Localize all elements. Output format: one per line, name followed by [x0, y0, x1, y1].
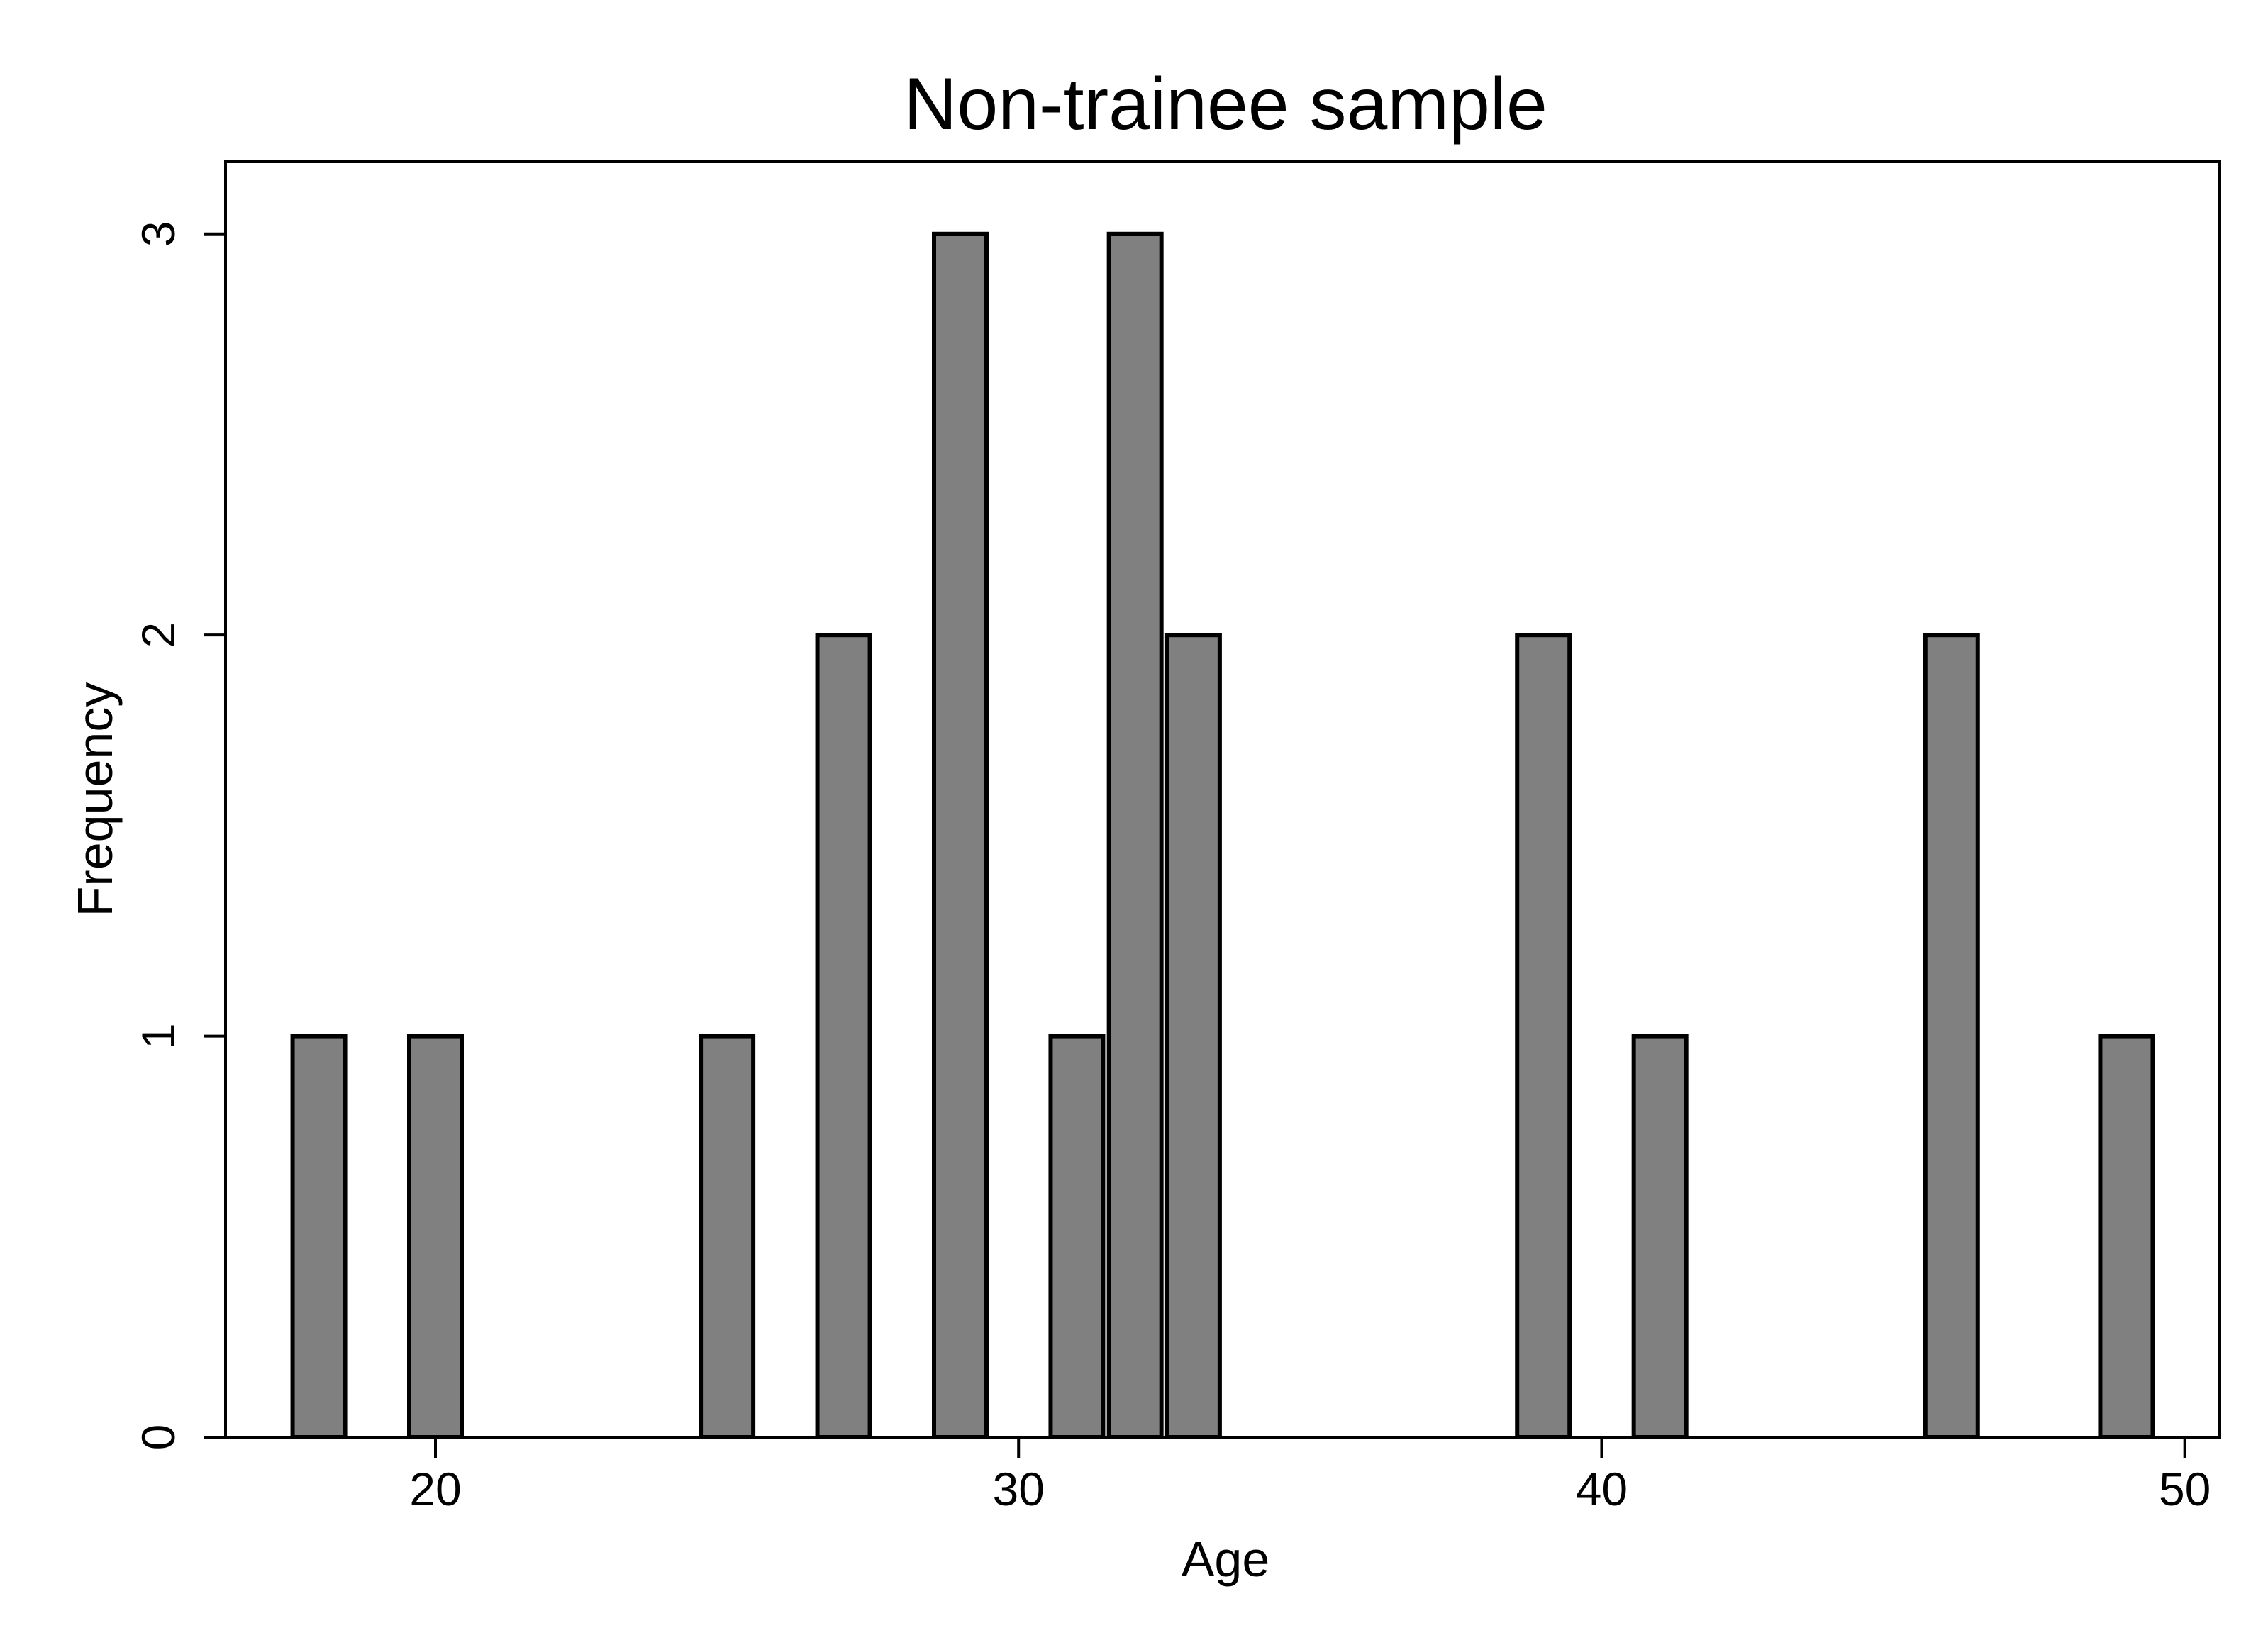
y-tick-label-2: 2 — [132, 622, 184, 648]
bar-33 — [1164, 633, 1222, 1439]
x-axis-label: Age — [1182, 1532, 1270, 1587]
bar-46 — [1923, 633, 1980, 1439]
bars-group — [290, 231, 2155, 1440]
bar-31 — [1048, 1034, 1106, 1439]
y-tick-label-0: 0 — [132, 1424, 184, 1451]
y-tick-label-1: 1 — [132, 1023, 184, 1049]
bar-39 — [1515, 633, 1572, 1439]
x-tick-label-40: 40 — [1576, 1463, 1628, 1515]
chart-title: Non-trainee sample — [904, 63, 1547, 145]
x-tick-label-20: 20 — [409, 1463, 461, 1515]
bar-25 — [699, 1034, 756, 1439]
x-tick-label-30: 30 — [993, 1463, 1045, 1515]
bar-41 — [1631, 1034, 1689, 1439]
bar-18 — [290, 1034, 348, 1439]
y-axis: 0 1 2 3 — [132, 221, 226, 1450]
bar-49 — [2098, 1034, 2155, 1439]
bar-27 — [815, 633, 872, 1439]
x-axis: 20 30 40 50 — [409, 1437, 2211, 1515]
plot-frame — [224, 160, 2221, 1439]
y-axis-label: Frequency — [67, 682, 123, 917]
x-tick-label-50: 50 — [2159, 1463, 2211, 1515]
bar-29 — [932, 231, 989, 1440]
bar-32 — [1106, 231, 1164, 1440]
y-tick-label-3: 3 — [132, 221, 184, 247]
bar-20 — [407, 1034, 464, 1439]
